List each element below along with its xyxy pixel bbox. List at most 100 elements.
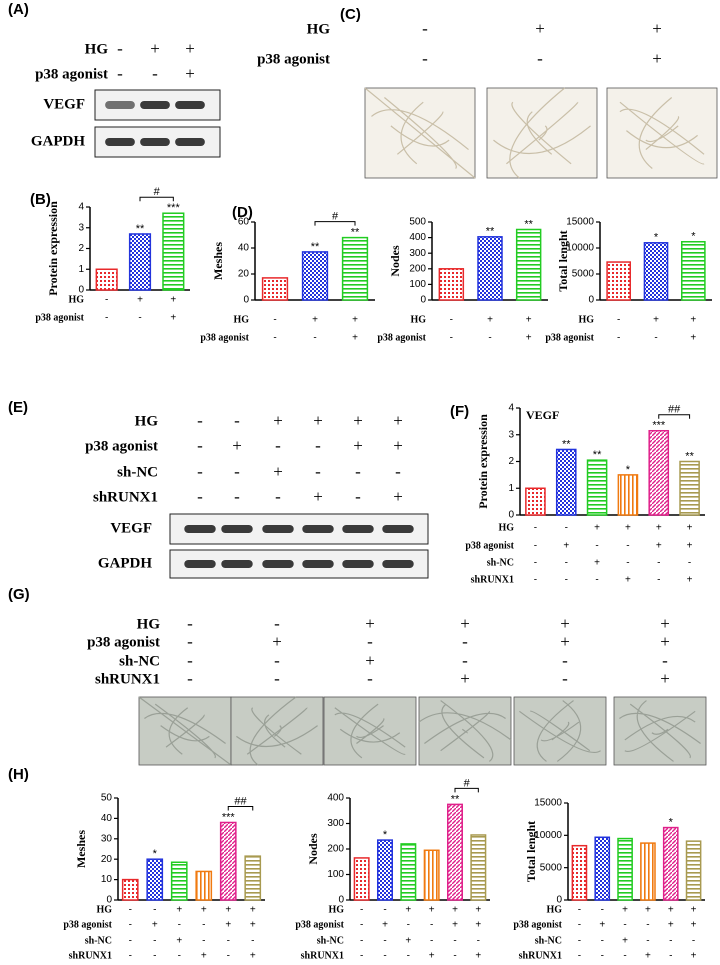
y-tick-label: 40	[101, 813, 113, 824]
bar	[586, 459, 608, 516]
y-tick-label: 200	[327, 844, 344, 855]
condition-sign: +	[250, 905, 256, 916]
significance: ***	[167, 202, 181, 214]
condition-name: shRUNX1	[301, 950, 344, 961]
y-tick-label: 0	[556, 895, 562, 906]
condition-sign: -	[275, 436, 281, 455]
condition-name: shRUNX1	[519, 950, 562, 961]
condition-sign: +	[535, 19, 545, 38]
y-axis-label: Protein expression	[476, 414, 490, 509]
condition-sign: -	[407, 951, 410, 962]
y-axis-label: Meshes	[211, 242, 225, 280]
condition-sign: +	[272, 632, 282, 651]
condition-sign: -	[601, 951, 604, 962]
bar	[400, 843, 417, 901]
condition-name: p38 agonist	[295, 919, 344, 930]
panel-label: (B)	[30, 191, 51, 208]
condition-sign: -	[654, 333, 657, 344]
y-tick-label: 100	[327, 869, 344, 880]
bar	[643, 242, 669, 301]
condition-sign: -	[453, 936, 456, 947]
significance: *	[669, 816, 674, 828]
significance: *	[654, 232, 659, 244]
condition-sign: -	[202, 920, 205, 931]
condition-sign: -	[153, 936, 156, 947]
condition-name: sh-NC	[117, 464, 158, 480]
condition-sign: -	[578, 905, 581, 916]
condition-sign: +	[250, 951, 256, 962]
condition-sign: +	[382, 920, 388, 931]
band	[105, 138, 135, 146]
band	[221, 525, 253, 533]
condition-sign: -	[129, 936, 132, 947]
bar	[662, 826, 679, 901]
bar	[95, 268, 118, 291]
micrograph	[323, 696, 417, 766]
comparison-bracket	[454, 787, 479, 793]
comparison-label: #	[332, 211, 339, 223]
condition-sign: -	[477, 936, 480, 947]
panel-label: (D)	[232, 204, 253, 221]
bar	[648, 429, 670, 516]
bar	[244, 855, 262, 901]
condition-name: p38 agonist	[63, 919, 112, 930]
condition-sign: -	[626, 558, 629, 569]
condition-name: sh-NC	[317, 935, 344, 946]
condition-sign: -	[202, 936, 205, 947]
condition-sign: +	[599, 920, 605, 931]
condition-sign: -	[129, 905, 132, 916]
vessel-network	[519, 700, 601, 762]
y-tick-label: 4	[78, 202, 84, 213]
bar	[525, 487, 546, 516]
bar	[423, 849, 440, 901]
band-name: VEGF	[43, 96, 85, 112]
condition-sign: -	[450, 315, 453, 326]
bar	[128, 233, 152, 291]
significance: **	[136, 223, 145, 235]
condition-sign: +	[594, 523, 600, 534]
condition-sign: +	[185, 39, 195, 58]
y-tick-label: 0	[338, 895, 344, 906]
y-tick-label: 4	[508, 403, 514, 414]
condition-sign: +	[429, 951, 435, 962]
bar	[555, 448, 577, 516]
comparison-label: ##	[234, 795, 247, 807]
bar	[146, 858, 164, 901]
micrograph	[606, 87, 718, 179]
condition-sign: -	[138, 313, 141, 324]
condition-sign: -	[534, 523, 537, 534]
condition-sign: +	[652, 19, 662, 38]
condition-sign: -	[430, 920, 433, 931]
condition-sign: +	[622, 936, 628, 947]
band	[382, 560, 414, 568]
bar	[640, 842, 656, 901]
condition-sign: -	[187, 669, 193, 688]
condition-sign: -	[178, 951, 181, 962]
band	[184, 560, 216, 568]
condition-sign: +	[176, 936, 182, 947]
condition-sign: -	[105, 313, 108, 324]
condition-sign: -	[187, 614, 193, 633]
y-tick-label: 10000	[534, 830, 562, 841]
band	[342, 525, 374, 533]
panel-label: (F)	[450, 403, 469, 420]
condition-sign: -	[227, 951, 230, 962]
condition-sign: -	[407, 920, 410, 931]
condition-name: HG	[546, 904, 562, 915]
condition-name: HG	[85, 41, 109, 57]
condition-sign: -	[534, 575, 537, 586]
condition-sign: -	[197, 436, 203, 455]
condition-name: sh-NC	[85, 935, 112, 946]
bar	[301, 251, 329, 301]
y-tick-label: 0	[420, 295, 426, 306]
bar	[681, 241, 706, 301]
condition-sign: +	[352, 315, 358, 326]
significance: **	[451, 793, 460, 805]
band	[382, 525, 414, 533]
condition-name: p38 agonist	[85, 438, 158, 454]
y-tick-label: 0	[78, 285, 84, 296]
bar	[341, 236, 369, 301]
bar	[515, 228, 542, 301]
condition-sign: -	[646, 936, 649, 947]
y-tick-label: 100	[409, 279, 426, 290]
